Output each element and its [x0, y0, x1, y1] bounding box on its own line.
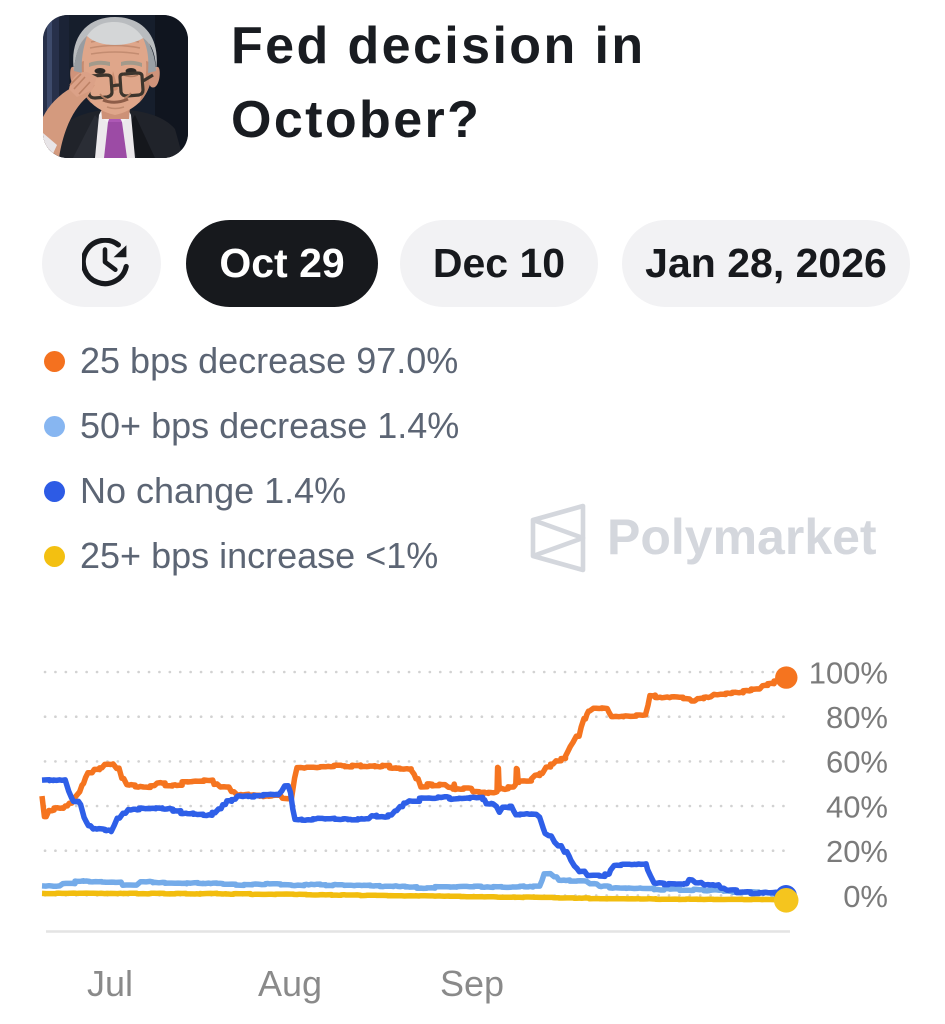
svg-text:0%: 0%: [843, 879, 888, 914]
svg-text:80%: 80%: [826, 700, 888, 735]
svg-text:100%: 100%: [809, 655, 888, 690]
svg-text:Sep: Sep: [440, 963, 504, 1004]
svg-text:20%: 20%: [826, 834, 888, 869]
svg-text:40%: 40%: [826, 789, 888, 824]
svg-text:Aug: Aug: [258, 963, 322, 1004]
svg-text:Jul: Jul: [87, 963, 133, 1004]
svg-text:60%: 60%: [826, 745, 888, 780]
